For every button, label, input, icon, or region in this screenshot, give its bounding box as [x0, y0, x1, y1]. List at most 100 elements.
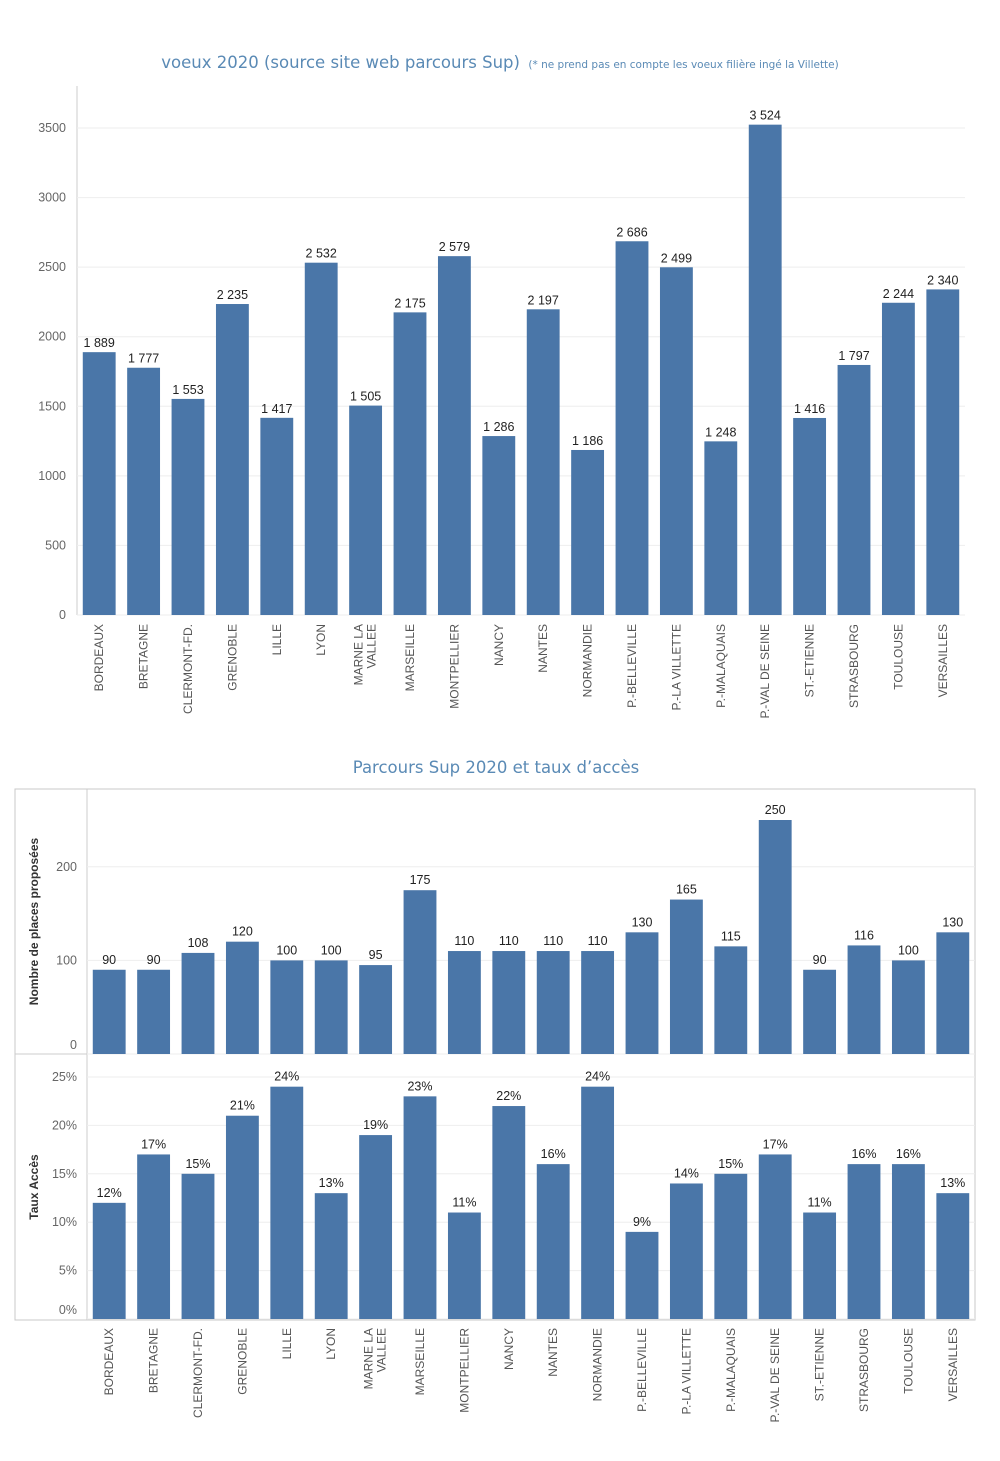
- category-label-lyon: LYON: [314, 624, 328, 656]
- chart2-places-bar-bretagne: [137, 969, 171, 1054]
- chart2-places-bar-nantes: [536, 951, 570, 1054]
- chart2-taux-bar-grenoble: [225, 1115, 259, 1319]
- chart2-places-bar-strasbourg: [847, 945, 881, 1054]
- chart2-places-value-label-clermont-fd: 108: [188, 936, 209, 950]
- chart2-taux-y-tick-label: 15%: [52, 1167, 77, 1181]
- category-label-montpellier: MONTPELLIER: [447, 624, 461, 709]
- category-label-bretagne: BRETAGNE: [137, 624, 151, 689]
- chart2-taux-bar-strasbourg: [847, 1164, 881, 1319]
- chart2-places-y-axis-title: Nombre de places proposées: [27, 837, 41, 1005]
- category-label-p-belleville: P.-BELLEVILLE: [625, 624, 639, 708]
- chart2-taux-value-label-clermont-fd: 15%: [185, 1157, 210, 1171]
- chart2-taux-y-tick-label: 10%: [52, 1215, 77, 1229]
- chart2-taux-bar-p-val-de-seine: [758, 1154, 792, 1319]
- chart2-places-value-label-nancy: 110: [499, 934, 519, 948]
- category-label-marne-la-vallee: MARNE LAVALLEE: [352, 624, 379, 685]
- chart1-bar-marseille: [393, 312, 427, 615]
- chart1-value-label-normandie: 1 186: [572, 434, 603, 448]
- category-label-versailles: VERSAILLES: [946, 1328, 960, 1401]
- chart2-taux-value-label-nantes: 16%: [541, 1147, 566, 1161]
- chart1-value-label-toulouse: 2 244: [883, 287, 914, 301]
- chart2-places-value-label-versailles: 130: [942, 915, 963, 929]
- chart1-y-tick-label: 500: [45, 538, 66, 552]
- category-label-bretagne: BRETAGNE: [147, 1328, 161, 1393]
- chart2-taux-value-label-p-malaquais: 15%: [718, 1157, 743, 1171]
- category-label-p-malaquais: P.-MALAQUAIS: [724, 1328, 738, 1412]
- chart2-places-bar-p-belleville: [625, 932, 659, 1054]
- chart2-taux-value-label-marne-la-vallee: 19%: [363, 1118, 388, 1132]
- chart2-taux-value-label-lille: 24%: [274, 1070, 299, 1084]
- category-label-strasbourg: STRASBOURG: [847, 624, 861, 708]
- category-label-grenoble: GRENOBLE: [225, 624, 239, 691]
- chart2-taux-value-label-strasbourg: 16%: [851, 1147, 876, 1161]
- category-label-toulouse: TOULOUSE: [891, 624, 905, 690]
- chart1-bar-lille: [260, 417, 294, 615]
- chart2-taux-value-label-p-la-villette: 14%: [674, 1166, 699, 1180]
- chart2-taux-bar-montpellier: [447, 1212, 481, 1319]
- chart2-places-value-label-p-belleville: 130: [632, 915, 653, 929]
- chart2-taux-value-label-montpellier: 11%: [452, 1196, 476, 1210]
- chart1-bar-p-val-de-seine: [748, 124, 782, 615]
- chart2-places-value-label-lille: 100: [276, 943, 297, 957]
- chart2-places-value-label-toulouse: 100: [898, 943, 919, 957]
- chart1-value-label-clermont-fd: 1 553: [172, 383, 203, 397]
- chart1-y-tick-label: 2000: [38, 330, 66, 344]
- chart2-taux-value-label-lyon: 13%: [319, 1176, 344, 1190]
- chart2-places-value-label-marne-la-vallee: 95: [369, 948, 383, 962]
- category-label-lille: LILLE: [280, 1328, 294, 1359]
- category-label-p-malaquais: P.-MALAQUAIS: [714, 624, 728, 708]
- chart2-taux-y-tick-label: 5%: [59, 1264, 77, 1278]
- chart2-places-bar-p-malaquais: [714, 946, 748, 1054]
- chart2-places-value-label-p-val-de-seine: 250: [765, 803, 786, 817]
- category-label-st-etienne: ST.-ETIENNE: [803, 624, 817, 697]
- chart2-taux-bar-bordeaux: [92, 1202, 126, 1319]
- chart2-places-bar-grenoble: [225, 941, 259, 1054]
- category-label-clermont-fd: CLERMONT-FD.: [181, 624, 195, 714]
- chart2-places-bar-versailles: [936, 932, 970, 1054]
- category-label-marseille: MARSEILLE: [403, 624, 417, 691]
- category-label-nancy: NANCY: [492, 624, 506, 666]
- chart1-bar-p-belleville: [615, 241, 649, 616]
- chart2-taux-value-label-grenoble: 21%: [230, 1099, 255, 1113]
- chart2-taux-value-label-versailles: 13%: [940, 1176, 965, 1190]
- chart2-title: Parcours Sup 2020 et taux d’accès: [353, 758, 640, 777]
- chart1-title: voeux 2020 (source site web parcours Sup…: [161, 53, 520, 72]
- chart2-taux-bar-marne-la-vallee: [359, 1135, 393, 1319]
- chart2-taux-y-axis-title: Taux Accès: [27, 1154, 41, 1220]
- chart2-places-value-label-strasbourg: 116: [854, 928, 874, 942]
- chart2-places-y-tick-label: 0: [70, 1038, 77, 1052]
- chart2-places-taux: 0 100 200 Nombre de places proposées 0% 5% 10%…: [14, 788, 976, 1422]
- chart1-bar-st-etienne: [793, 417, 827, 615]
- chart2-taux-bar-lille: [270, 1086, 304, 1319]
- chart2-places-bar-montpellier: [447, 951, 481, 1054]
- chart2-taux-bar-p-belleville: [625, 1231, 659, 1319]
- chart2-places-bar-lille: [270, 960, 304, 1054]
- chart1-bar-grenoble: [215, 304, 249, 615]
- category-label-strasbourg: STRASBOURG: [857, 1328, 871, 1412]
- chart1-bar-bretagne: [127, 367, 161, 615]
- chart1-bar-nantes: [526, 309, 560, 615]
- chart2-taux-value-label-st-etienne: 11%: [808, 1196, 832, 1210]
- chart2-taux-y-tick-label: 20%: [52, 1118, 77, 1132]
- chart1-y-tick-label: 2500: [38, 260, 66, 274]
- chart2-places-value-label-grenoble: 120: [232, 925, 253, 939]
- chart1-value-label-p-belleville: 2 686: [616, 225, 647, 239]
- chart2-taux-bar-p-malaquais: [714, 1173, 748, 1319]
- category-label-p-val-de-seine: P.-VAL DE SEINE: [758, 624, 772, 718]
- chart1-value-label-bordeaux: 1 889: [84, 336, 115, 350]
- category-label-montpellier: MONTPELLIER: [457, 1328, 471, 1413]
- category-label-bordeaux: BORDEAUX: [92, 624, 106, 691]
- chart2-taux-bar-nancy: [492, 1106, 526, 1319]
- category-label-p-la-villette: P.-LA VILLETTE: [679, 1328, 693, 1415]
- chart2-taux-value-label-nancy: 22%: [496, 1089, 521, 1103]
- category-label-toulouse: TOULOUSE: [901, 1328, 915, 1394]
- category-label-lyon: LYON: [324, 1328, 338, 1360]
- chart2-taux-value-label-marseille: 23%: [407, 1079, 432, 1093]
- chart1-value-label-lyon: 2 532: [306, 247, 337, 261]
- chart2-taux-bar-toulouse: [891, 1164, 925, 1319]
- chart2-places-bar-p-val-de-seine: [758, 820, 792, 1054]
- chart1-bar-nancy: [482, 436, 516, 615]
- chart2-places-value-label-p-la-villette: 165: [676, 883, 697, 897]
- chart1-value-label-grenoble: 2 235: [217, 288, 248, 302]
